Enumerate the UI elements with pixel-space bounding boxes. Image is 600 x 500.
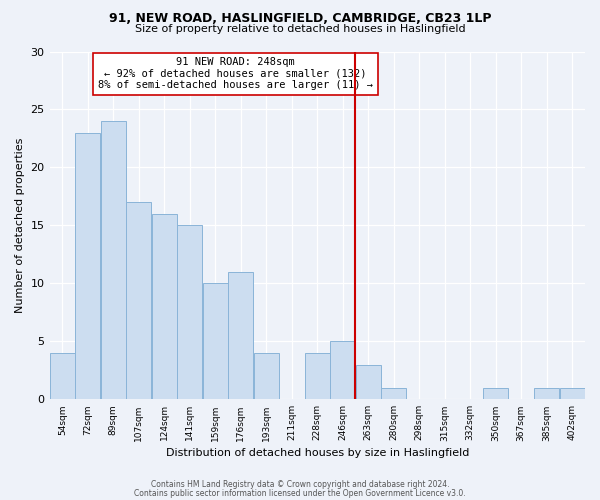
Bar bbox=[305, 353, 329, 400]
Bar bbox=[50, 353, 74, 400]
X-axis label: Distribution of detached houses by size in Haslingfield: Distribution of detached houses by size … bbox=[166, 448, 469, 458]
Bar bbox=[331, 342, 355, 400]
Text: Size of property relative to detached houses in Haslingfield: Size of property relative to detached ho… bbox=[134, 24, 466, 34]
Bar bbox=[560, 388, 584, 400]
Bar bbox=[152, 214, 176, 400]
Bar bbox=[356, 364, 380, 400]
Text: Contains public sector information licensed under the Open Government Licence v3: Contains public sector information licen… bbox=[134, 488, 466, 498]
Y-axis label: Number of detached properties: Number of detached properties bbox=[15, 138, 25, 313]
Bar bbox=[101, 121, 125, 400]
Text: 91, NEW ROAD, HASLINGFIELD, CAMBRIDGE, CB23 1LP: 91, NEW ROAD, HASLINGFIELD, CAMBRIDGE, C… bbox=[109, 12, 491, 24]
Bar bbox=[535, 388, 559, 400]
Bar bbox=[203, 284, 227, 400]
Bar bbox=[229, 272, 253, 400]
Bar bbox=[127, 202, 151, 400]
Bar bbox=[254, 353, 278, 400]
Bar bbox=[76, 132, 100, 400]
Bar bbox=[484, 388, 508, 400]
Bar bbox=[178, 226, 202, 400]
Text: Contains HM Land Registry data © Crown copyright and database right 2024.: Contains HM Land Registry data © Crown c… bbox=[151, 480, 449, 489]
Bar bbox=[382, 388, 406, 400]
Text: 91 NEW ROAD: 248sqm
← 92% of detached houses are smaller (132)
8% of semi-detach: 91 NEW ROAD: 248sqm ← 92% of detached ho… bbox=[98, 58, 373, 90]
